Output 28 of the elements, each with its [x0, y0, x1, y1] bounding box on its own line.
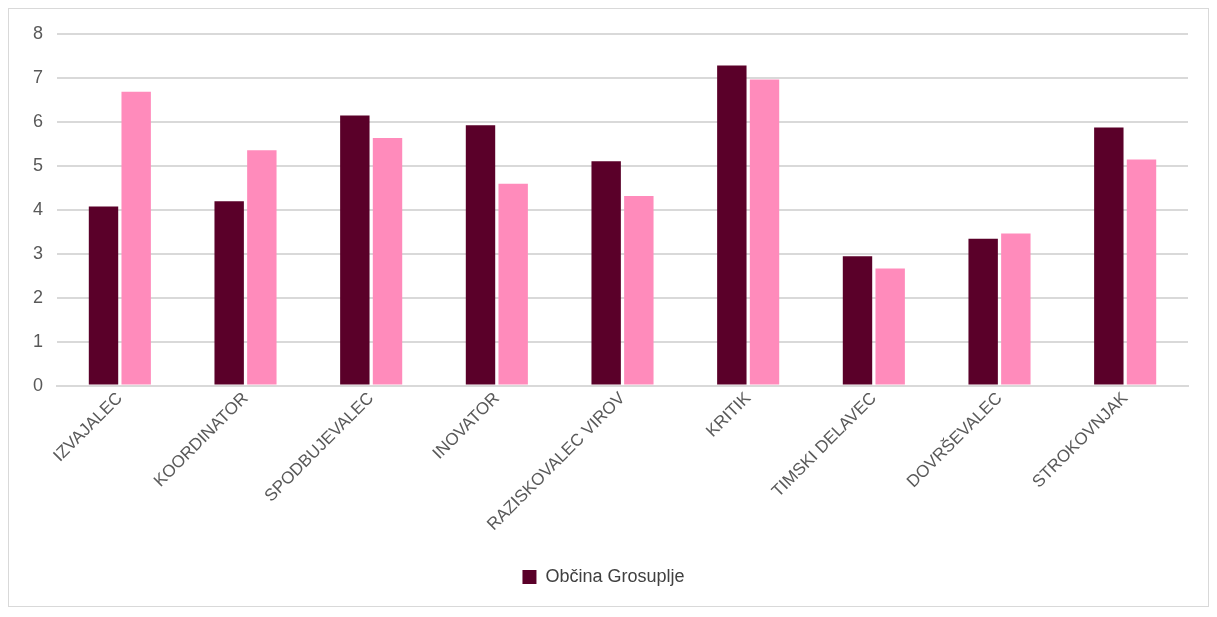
y-tick-label: 6	[33, 110, 44, 131]
bar	[372, 138, 403, 385]
bar	[624, 196, 654, 385]
bar	[88, 206, 119, 385]
bar	[842, 256, 873, 385]
bar	[121, 91, 151, 385]
y-tick-label: 2	[33, 286, 44, 307]
y-tick-label: 3	[33, 242, 44, 263]
bar	[1001, 233, 1031, 385]
y-tick-label: 4	[33, 198, 44, 219]
bar	[875, 268, 905, 385]
bar	[247, 150, 277, 385]
y-tick-label: 8	[33, 22, 44, 43]
y-tick-label: 1	[33, 330, 44, 351]
bar	[1126, 159, 1157, 385]
bar	[340, 115, 370, 385]
bar	[498, 183, 528, 385]
bar	[749, 79, 780, 385]
y-tick-label: 5	[33, 154, 44, 175]
y-tick-label: 7	[33, 66, 44, 87]
bar	[591, 161, 621, 385]
bar	[214, 201, 244, 385]
y-tick-label: 0	[33, 374, 44, 395]
legend-label: Občina Grosuplje	[545, 565, 685, 586]
bar	[968, 238, 998, 385]
bar	[717, 65, 747, 385]
bar	[1094, 127, 1124, 385]
bar	[465, 125, 496, 385]
